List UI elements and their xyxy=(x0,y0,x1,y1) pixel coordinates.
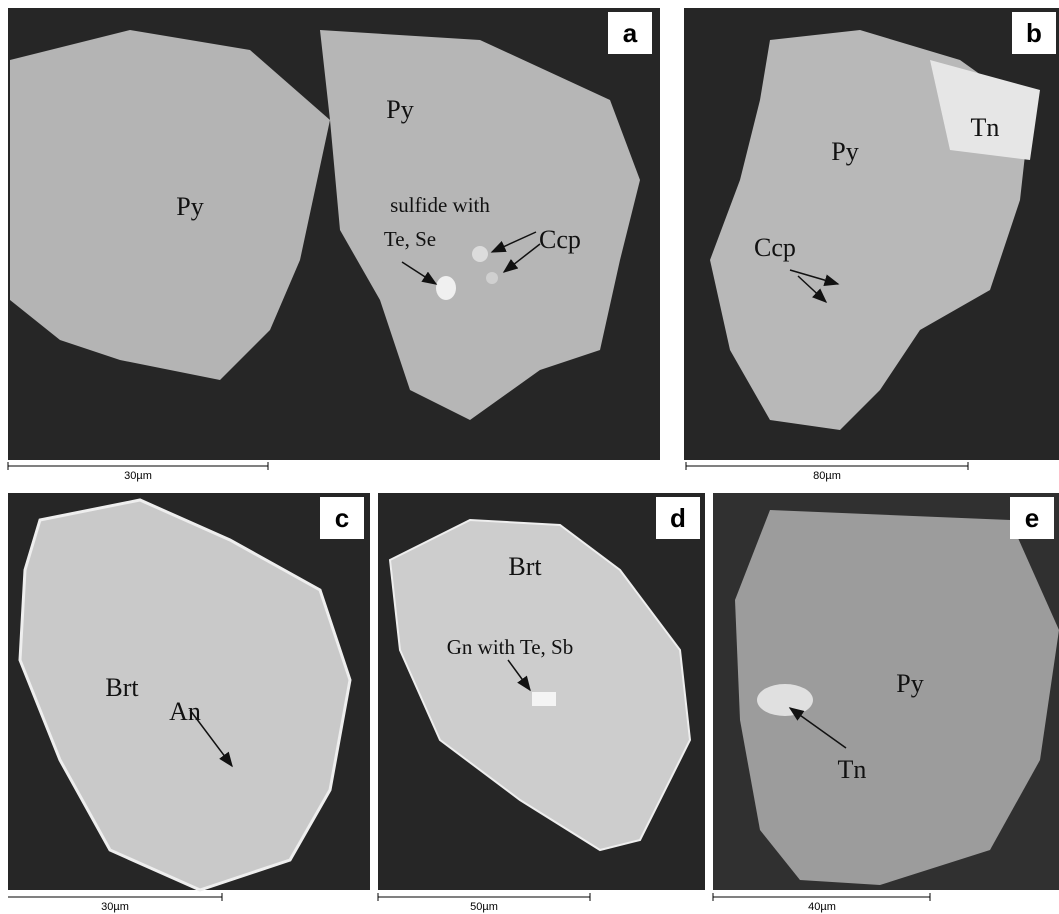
scale-label: 30µm xyxy=(124,470,152,482)
scale-label: 80µm xyxy=(813,470,841,482)
scale-label: 30µm xyxy=(101,901,129,913)
inclusion xyxy=(532,692,556,706)
mineral-label: Gn with Te, Sb xyxy=(447,635,573,659)
mineral-label: Tn xyxy=(838,755,867,784)
inclusion xyxy=(486,272,498,284)
panel-letter: c xyxy=(335,503,349,533)
mineral-label: Py xyxy=(896,669,923,698)
panel-letter: d xyxy=(670,503,686,533)
mineral-label: Brt xyxy=(105,673,139,702)
mineral-label: Tn xyxy=(971,113,1000,142)
panel-letter: a xyxy=(623,18,638,48)
mineral-label: Py xyxy=(176,192,203,221)
panel-letter: b xyxy=(1026,18,1042,48)
scale-label: 50µm xyxy=(470,901,498,913)
inclusion xyxy=(436,276,456,300)
mineral-label: Py xyxy=(386,95,413,124)
mineral-label: Py xyxy=(831,137,858,166)
figure: a 30µm Py Py sulfide with Te, Se Ccp b 80µm Py Tn C… xyxy=(0,0,1059,914)
mineral-label: Ccp xyxy=(754,233,796,262)
inclusion xyxy=(472,246,488,262)
mineral-label: An xyxy=(169,697,201,726)
mineral-label: Ccp xyxy=(539,225,581,254)
inclusion xyxy=(757,684,813,716)
mineral-label: sulfide with xyxy=(390,193,490,217)
scale-label: 40µm xyxy=(808,901,836,913)
mineral-label: Brt xyxy=(508,552,542,581)
mineral-label: Te, Se xyxy=(384,227,436,251)
panel-letter: e xyxy=(1025,503,1039,533)
